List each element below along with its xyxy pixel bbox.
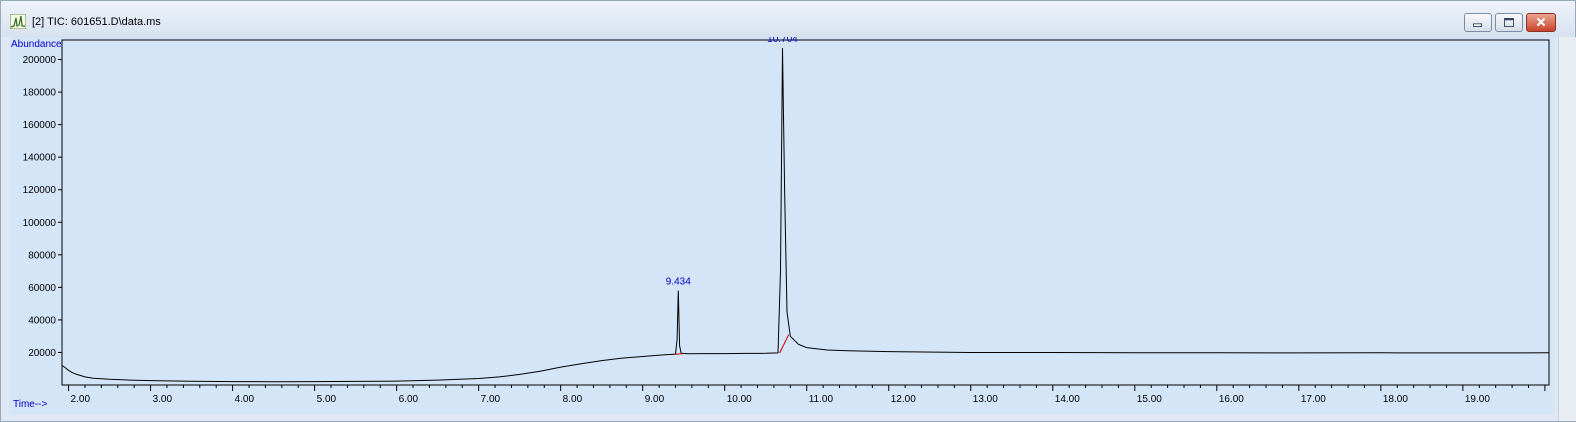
x-tick-label: 3.00 <box>153 394 173 405</box>
close-button[interactable] <box>1526 13 1556 32</box>
peak-label[interactable]: 10.704 <box>767 37 798 45</box>
x-tick-label: 9.00 <box>645 394 665 405</box>
peak-baseline <box>674 353 683 355</box>
x-tick-label: 11.00 <box>809 394 834 405</box>
y-tick-label: 160000 <box>23 120 57 131</box>
x-tick-label: 15.00 <box>1137 394 1162 405</box>
maximize-button[interactable] <box>1495 13 1523 32</box>
window-title: [2] TIC: 601651.D\data.ms <box>32 16 161 28</box>
x-tick-label: 18.00 <box>1383 394 1408 405</box>
vertical-scrollbar[interactable] <box>1558 37 1576 421</box>
tic-series-line <box>61 48 1550 383</box>
close-icon <box>1536 17 1546 27</box>
x-tick-label: 8.00 <box>563 394 583 405</box>
x-tick-label: 13.00 <box>973 394 998 405</box>
x-tick-label: 12.00 <box>891 394 916 405</box>
x-tick-label: 14.00 <box>1055 394 1080 405</box>
peak-baseline <box>779 334 790 354</box>
x-tick-label: 10.00 <box>727 394 752 405</box>
y-tick-label: 180000 <box>23 88 57 99</box>
x-tick-label: 6.00 <box>399 394 419 405</box>
x-tick-label: 16.00 <box>1219 394 1244 405</box>
x-tick-label: 4.00 <box>235 394 255 405</box>
y-tick-label: 140000 <box>23 153 57 164</box>
y-tick-label: 20000 <box>28 348 56 359</box>
peak-label[interactable]: 9.434 <box>666 277 691 288</box>
tic-chart[interactable]: Abundance Time--> 20000 40000 60000 80000 1000… <box>9 37 1555 415</box>
y-tick-label: 40000 <box>28 315 56 326</box>
plot-frame <box>61 39 1550 386</box>
y-tick-label: 80000 <box>28 250 56 261</box>
title-bar[interactable]: [2] TIC: 601651.D\data.ms <box>1 1 1575 37</box>
maximize-icon <box>1504 18 1514 27</box>
x-tick-label: 19.00 <box>1465 394 1490 405</box>
y-tick-label: 100000 <box>23 218 57 229</box>
chromatogram-icon <box>10 14 26 29</box>
x-tick-label: 5.00 <box>317 394 337 405</box>
x-tick-label: 2.00 <box>71 394 91 405</box>
y-tick-label: 120000 <box>23 185 57 196</box>
x-tick-label: 7.00 <box>481 394 501 405</box>
minimize-icon <box>1473 23 1483 27</box>
x-tick-label: 17.00 <box>1301 394 1326 405</box>
x-axis-label: Time--> <box>13 399 48 410</box>
y-axis-label: Abundance <box>11 39 62 50</box>
y-tick-label: 60000 <box>28 283 56 294</box>
y-tick-label: 200000 <box>23 55 57 66</box>
minimize-button[interactable] <box>1464 13 1492 32</box>
